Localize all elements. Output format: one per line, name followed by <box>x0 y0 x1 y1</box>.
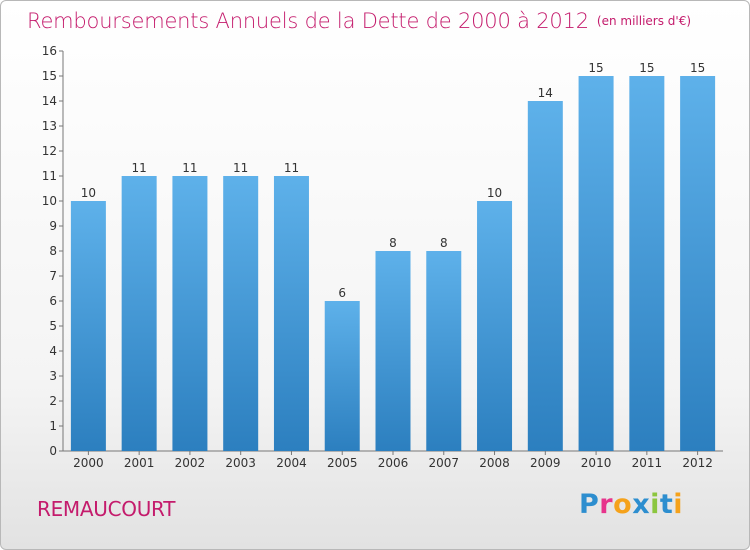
y-tick-label: 8 <box>49 244 57 258</box>
bar-value-label: 11 <box>233 161 248 175</box>
x-tick-label: 2008 <box>479 456 510 470</box>
x-tick-label: 2010 <box>581 456 612 470</box>
y-tick-label: 6 <box>49 294 57 308</box>
x-tick-label: 2007 <box>428 456 459 470</box>
bar-value-label: 14 <box>538 86 553 100</box>
y-tick-label: 12 <box>42 144 57 158</box>
x-tick-label: 2011 <box>632 456 663 470</box>
x-tick-label: 2004 <box>276 456 307 470</box>
bar <box>70 201 106 451</box>
logo-letter: t <box>659 489 674 520</box>
bar-value-label: 8 <box>389 236 397 250</box>
bar <box>426 251 462 451</box>
y-tick-label: 14 <box>42 94 57 108</box>
bar <box>477 201 513 451</box>
commune-name: REMAUCOURT <box>37 497 176 521</box>
bar <box>223 176 259 451</box>
y-tick-label: 9 <box>49 219 57 233</box>
bar-value-label: 11 <box>132 161 147 175</box>
x-tick-label: 2006 <box>378 456 409 470</box>
bar-value-label: 15 <box>690 61 705 75</box>
y-tick-label: 0 <box>49 444 57 458</box>
logo-letter: i <box>673 489 684 520</box>
x-tick-label: 2002 <box>175 456 206 470</box>
bar-value-label: 8 <box>440 236 448 250</box>
y-tick-label: 15 <box>42 69 57 83</box>
bar <box>375 251 411 451</box>
y-tick-label: 16 <box>42 44 57 58</box>
bar <box>324 301 360 451</box>
y-tick-label: 7 <box>49 269 57 283</box>
x-tick-label: 2012 <box>682 456 713 470</box>
x-tick-label: 2003 <box>225 456 256 470</box>
logo-letter: r <box>599 489 614 520</box>
chart-title: Remboursements Annuels de la Dette de 20… <box>27 9 589 33</box>
y-tick-label: 1 <box>49 419 57 433</box>
y-tick-label: 11 <box>42 169 57 183</box>
bar <box>273 176 309 451</box>
unit-note: (en milliers d'€) <box>596 14 692 28</box>
chart-title-block: Remboursements Annuels de la Dette de 20… <box>27 9 691 33</box>
bar-value-label: 10 <box>487 186 502 200</box>
logo-letter: x <box>632 489 651 520</box>
x-tick-label: 2005 <box>327 456 358 470</box>
y-tick-label: 3 <box>49 369 57 383</box>
bar <box>629 76 665 451</box>
bar <box>680 76 716 451</box>
logo-letter: P <box>579 489 600 520</box>
logo-letter: o <box>613 489 633 520</box>
x-tick-label: 2009 <box>530 456 561 470</box>
y-tick-label: 10 <box>42 194 57 208</box>
bar <box>578 76 614 451</box>
bar-value-label: 11 <box>284 161 299 175</box>
y-tick-label: 5 <box>49 319 57 333</box>
bar-value-label: 15 <box>639 61 654 75</box>
bar-value-label: 6 <box>338 286 346 300</box>
bar-value-label: 15 <box>588 61 603 75</box>
y-tick-label: 2 <box>49 394 57 408</box>
bar <box>121 176 157 451</box>
proxiti-logo: Proxiti <box>579 489 683 520</box>
logo-letter: i <box>650 489 660 520</box>
bar-value-label: 10 <box>81 186 96 200</box>
x-tick-label: 2000 <box>73 456 104 470</box>
bar <box>172 176 208 451</box>
y-tick-label: 13 <box>42 119 57 133</box>
bar <box>527 101 563 451</box>
x-tick-label: 2001 <box>124 456 155 470</box>
bar-value-label: 11 <box>182 161 197 175</box>
y-tick-label: 4 <box>49 344 57 358</box>
